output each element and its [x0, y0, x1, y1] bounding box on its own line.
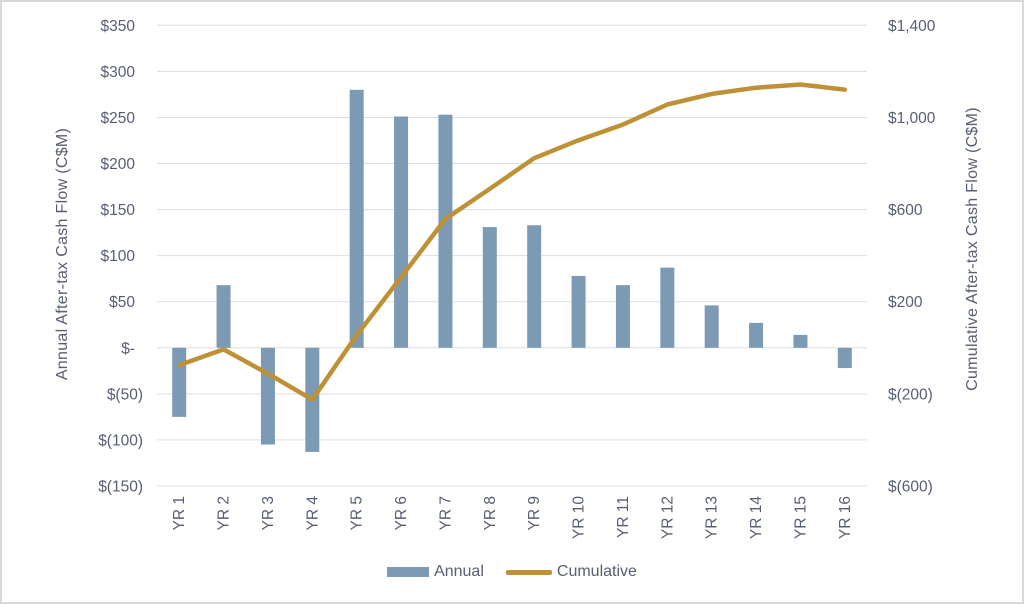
- left-axis-tick-label: $(100): [98, 432, 143, 449]
- bar-yr-5: [349, 89, 364, 348]
- x-axis-label: YR 14: [748, 496, 765, 539]
- left-axis-tick-label: $150: [101, 202, 136, 219]
- left-axis-tick-label: $50: [109, 294, 135, 311]
- left-axis-tick-label: $250: [101, 110, 136, 127]
- x-axis-label: YR 4: [304, 496, 321, 531]
- legend: Annual Cumulative: [2, 563, 1022, 581]
- left-axis-tick-label: $100: [101, 248, 136, 265]
- legend-cumulative-swatch-icon: [505, 569, 552, 575]
- bar-yr-12: [660, 267, 675, 348]
- bar-yr-14: [749, 322, 764, 348]
- bar-yr-11: [615, 285, 630, 348]
- x-axis-label: YR 8: [482, 496, 499, 530]
- left-axis-tick-label: $(50): [107, 386, 143, 403]
- left-axis-tick-label: $300: [101, 64, 136, 81]
- right-axis-title: Cumulative After-tax Cash Flow (C$M): [964, 107, 981, 391]
- x-axis-label: YR 11: [615, 496, 632, 538]
- bar-yr-1: [172, 347, 187, 417]
- left-axis-tick-label: $(150): [98, 479, 143, 496]
- bar-yr-16: [837, 347, 852, 369]
- right-axis-tick-label: $1,400: [888, 18, 936, 35]
- right-axis-tick-label: $(200): [888, 386, 933, 403]
- cumulative-line: [176, 82, 848, 402]
- bar-yr-10: [571, 275, 586, 348]
- bar-yr-15: [793, 334, 808, 348]
- bar-yr-13: [704, 305, 719, 348]
- x-axis-label: YR 7: [437, 496, 454, 530]
- left-axis-title: Annual After-tax Cash Flow (C$M): [54, 127, 71, 381]
- x-axis-label: YR 1: [171, 496, 188, 530]
- bar-yr-2: [216, 285, 231, 348]
- x-axis-label: YR 15: [792, 496, 809, 539]
- bar-yr-9: [527, 225, 542, 348]
- x-axis-label: YR 5: [349, 496, 366, 530]
- legend-annual-swatch-icon: [387, 567, 430, 577]
- bar-yr-6: [394, 116, 409, 348]
- x-axis-label: YR 9: [526, 496, 543, 530]
- bar-yr-3: [260, 347, 275, 445]
- x-axis-label: YR 12: [659, 496, 676, 539]
- x-axis-label: YR 13: [704, 496, 721, 539]
- x-axis-label: YR 16: [837, 496, 854, 539]
- right-axis-tick-label: $1,000: [888, 110, 936, 127]
- right-axis-tick-label: $200: [888, 294, 923, 311]
- left-axis-tick-label: $-: [121, 340, 135, 357]
- legend-annual-label: Annual: [434, 563, 484, 580]
- x-axis-label: YR 3: [260, 496, 277, 530]
- x-axis-label: YR 6: [393, 496, 410, 530]
- x-axis-label: YR 2: [216, 496, 233, 530]
- right-axis-tick-label: $(600): [888, 479, 933, 496]
- legend-cumulative-label: Cumulative: [556, 563, 637, 580]
- left-axis-tick-label: $200: [101, 156, 136, 173]
- left-axis-tick-label: $350: [101, 18, 136, 35]
- bar-yr-7: [438, 114, 453, 348]
- bar-yr-8: [482, 227, 497, 348]
- right-axis-tick-label: $600: [888, 202, 923, 219]
- x-axis-label: YR 10: [571, 496, 588, 539]
